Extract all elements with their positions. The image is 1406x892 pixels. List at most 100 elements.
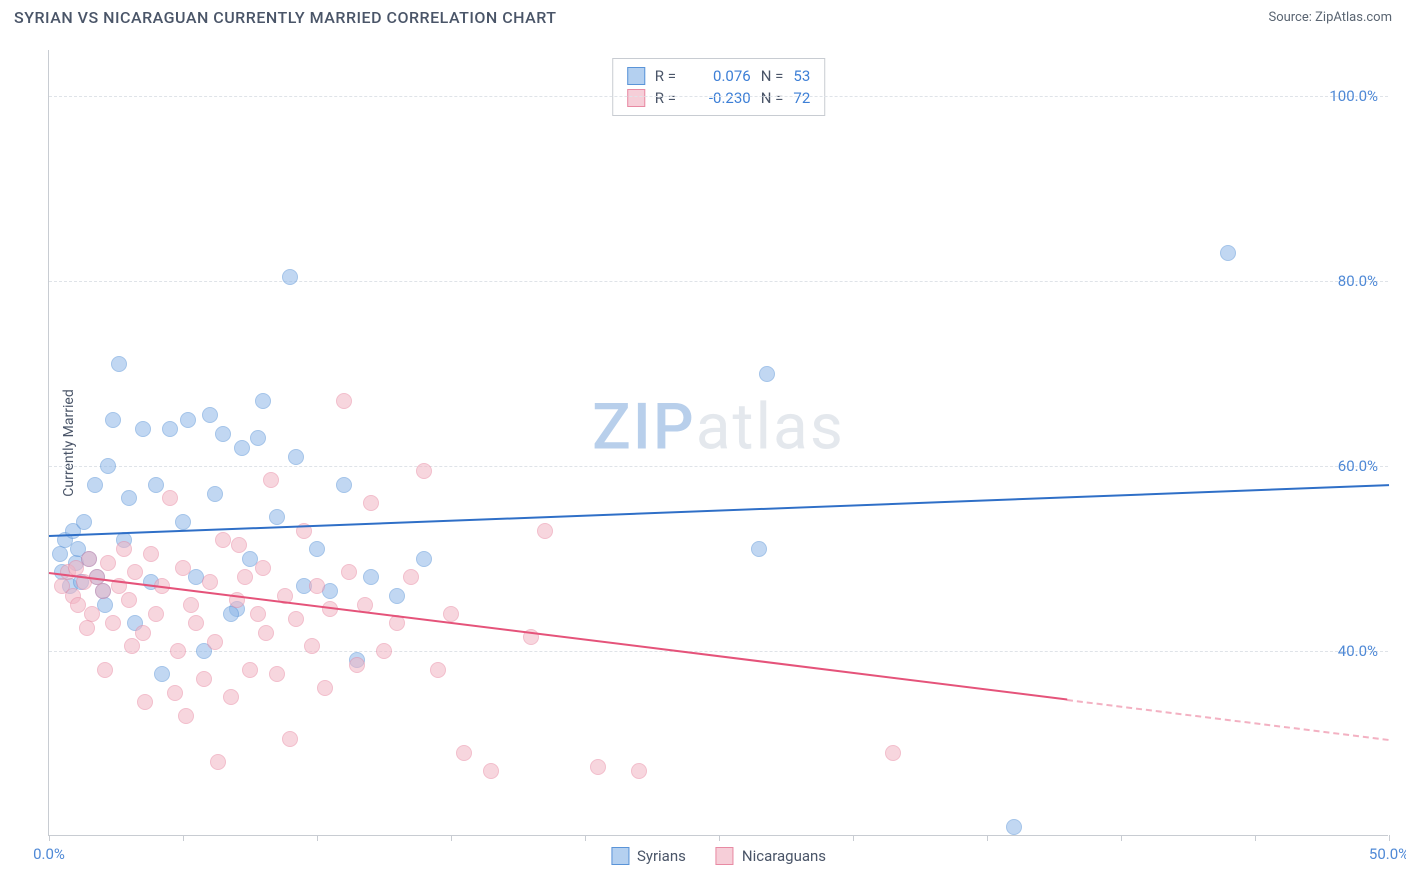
data-point (231, 537, 247, 553)
data-point (154, 666, 170, 682)
data-point (341, 564, 357, 580)
data-point (389, 588, 405, 604)
data-point (127, 564, 143, 580)
data-point (76, 514, 92, 530)
data-point (288, 449, 304, 465)
legend-item-syrians: Syrians (611, 847, 686, 865)
data-point (363, 569, 379, 585)
data-point (631, 763, 647, 779)
data-point (304, 638, 320, 654)
data-point (95, 583, 111, 599)
data-point (363, 495, 379, 511)
grid-line (49, 281, 1388, 282)
data-point (97, 597, 113, 613)
data-point (376, 643, 392, 659)
data-point (180, 412, 196, 428)
data-point (759, 366, 775, 382)
data-point (196, 671, 212, 687)
y-tick-label: 60.0% (1338, 457, 1378, 475)
data-point (215, 426, 231, 442)
data-point (87, 477, 103, 493)
y-tick-label: 100.0% (1329, 87, 1378, 105)
data-point (751, 541, 767, 557)
y-tick-label: 40.0% (1338, 642, 1378, 660)
x-tick (719, 835, 720, 841)
data-point (135, 421, 151, 437)
data-point (105, 615, 121, 631)
data-point (202, 574, 218, 590)
data-point (143, 546, 159, 562)
data-point (121, 490, 137, 506)
y-tick-label: 80.0% (1338, 272, 1378, 290)
data-point (223, 689, 239, 705)
data-point (282, 269, 298, 285)
data-point (97, 662, 113, 678)
data-point (111, 356, 127, 372)
data-point (100, 458, 116, 474)
data-point (135, 625, 151, 641)
data-point (537, 523, 553, 539)
data-point (105, 412, 121, 428)
data-point (237, 569, 253, 585)
data-point (81, 551, 97, 567)
data-point (170, 643, 186, 659)
grid-line (49, 651, 1388, 652)
data-point (269, 509, 285, 525)
data-point (336, 477, 352, 493)
x-tick (585, 835, 586, 841)
data-point (207, 486, 223, 502)
data-point (207, 634, 223, 650)
data-point (121, 592, 137, 608)
x-tick-label: 50.0% (1369, 845, 1406, 863)
data-point (234, 440, 250, 456)
watermark: ZIPatlas (592, 389, 845, 464)
data-point (250, 430, 266, 446)
x-tick (1389, 835, 1390, 841)
data-point (1220, 245, 1236, 261)
data-point (349, 657, 365, 673)
bottom-legend: Syrians Nicaraguans (611, 847, 826, 865)
data-point (269, 666, 285, 682)
legend-swatch-nicaraguans (716, 847, 734, 865)
trend-line (49, 485, 1389, 538)
stats-row-nicaraguans: R = -0.230 N = 72 (627, 87, 811, 109)
data-point (202, 407, 218, 423)
data-point (258, 625, 274, 641)
legend-item-nicaraguans: Nicaraguans (716, 847, 826, 865)
swatch-nicaraguans (627, 89, 645, 107)
data-point (178, 708, 194, 724)
trend-line (1067, 699, 1389, 741)
correlation-stats-box: R = 0.076 N = 53 R = -0.230 N = 72 (612, 58, 826, 116)
data-point (416, 463, 432, 479)
data-point (309, 541, 325, 557)
source-attribution: Source: ZipAtlas.com (1268, 10, 1392, 25)
swatch-syrians (627, 67, 645, 85)
data-point (79, 620, 95, 636)
grid-line (49, 466, 1388, 467)
data-point (288, 611, 304, 627)
x-tick (317, 835, 318, 841)
data-point (137, 694, 153, 710)
data-point (403, 569, 419, 585)
x-tick (1255, 835, 1256, 841)
data-point (188, 615, 204, 631)
x-tick (987, 835, 988, 841)
data-point (483, 763, 499, 779)
data-point (255, 560, 271, 576)
x-tick (853, 835, 854, 841)
data-point (124, 638, 140, 654)
data-point (255, 393, 271, 409)
grid-line (49, 96, 1388, 97)
data-point (148, 477, 164, 493)
data-point (430, 662, 446, 678)
data-point (309, 578, 325, 594)
data-point (336, 393, 352, 409)
data-point (242, 662, 258, 678)
data-point (183, 597, 199, 613)
data-point (162, 421, 178, 437)
data-point (215, 532, 231, 548)
data-point (456, 745, 472, 761)
data-point (223, 606, 239, 622)
legend-swatch-syrians (611, 847, 629, 865)
data-point (885, 745, 901, 761)
